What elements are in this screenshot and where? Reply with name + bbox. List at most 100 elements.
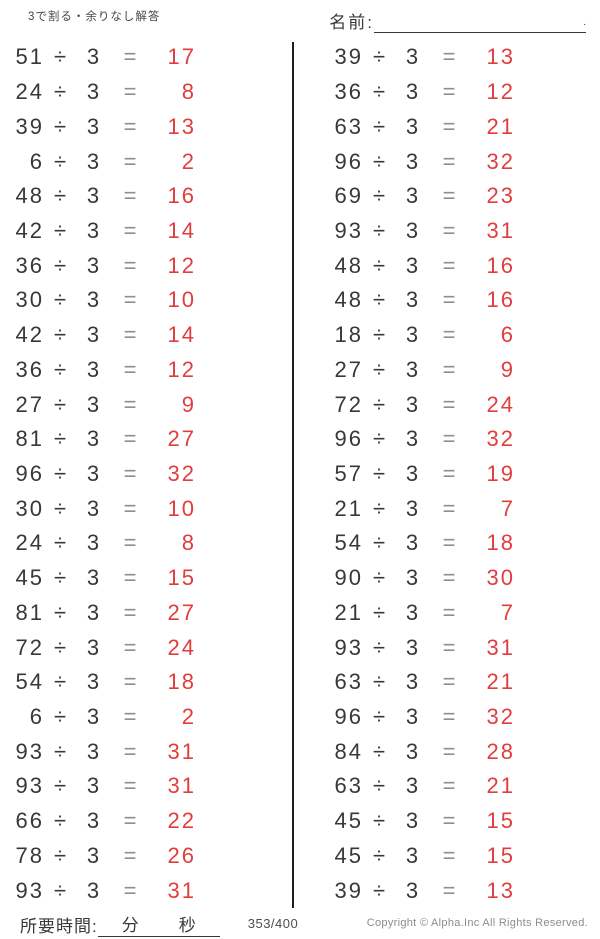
- dividend: 36: [15, 356, 44, 382]
- answer: 24: [167, 634, 196, 660]
- problem-row: 30 ÷ 3 = 10: [6, 283, 293, 318]
- page-indicator: 353/400: [247, 916, 299, 931]
- equals-sign: =: [123, 252, 139, 278]
- divisor: 3: [86, 704, 102, 730]
- divisor: 3: [405, 704, 421, 730]
- equals-sign: =: [123, 44, 139, 70]
- divide-operator: ÷: [372, 634, 388, 660]
- divide-operator: ÷: [53, 773, 69, 799]
- problem-row: 63 ÷ 3 = 21: [325, 769, 600, 804]
- divide-operator: ÷: [53, 460, 69, 486]
- divisor: 3: [405, 426, 421, 452]
- divide-operator: ÷: [372, 877, 388, 903]
- equals-sign: =: [442, 79, 458, 105]
- divide-operator: ÷: [372, 530, 388, 556]
- dividend: 27: [334, 356, 363, 382]
- problem-row: 69 ÷ 3 = 23: [325, 179, 600, 214]
- seconds-label: 秒: [178, 916, 196, 935]
- problem-row: 72 ÷ 3 = 24: [6, 630, 293, 665]
- equals-sign: =: [442, 599, 458, 625]
- divide-operator: ÷: [372, 391, 388, 417]
- equals-sign: =: [442, 460, 458, 486]
- divide-operator: ÷: [53, 287, 69, 313]
- dividend: 45: [334, 808, 363, 834]
- divisor: 3: [405, 79, 421, 105]
- dividend: 24: [15, 79, 44, 105]
- answer: 32: [486, 704, 515, 730]
- dividend: 45: [334, 842, 363, 868]
- dividend: 96: [334, 704, 363, 730]
- answer: 14: [167, 217, 196, 243]
- problem-row: 24 ÷ 3 = 8: [6, 526, 293, 561]
- divide-operator: ÷: [53, 495, 69, 521]
- answer: 2: [181, 148, 196, 174]
- problems-column-left: 51 ÷ 3 = 17 24 ÷ 3 = 8 39 ÷ 3 = 13 6 ÷ 3 = 2 48 ÷ 3 = 16 42 ÷ 3 = 14 3…: [0, 40, 293, 908]
- problem-row: 18 ÷ 3 = 6: [325, 318, 600, 353]
- equals-sign: =: [123, 634, 139, 660]
- answer: 12: [486, 79, 515, 105]
- answer: 27: [167, 426, 196, 452]
- divisor: 3: [405, 877, 421, 903]
- dividend: 81: [15, 426, 44, 452]
- time-label: 所要時間:: [20, 917, 98, 936]
- problem-row: 66 ÷ 3 = 22: [6, 804, 293, 839]
- divide-operator: ÷: [53, 565, 69, 591]
- answer: 6: [500, 322, 515, 348]
- divisor: 3: [86, 79, 102, 105]
- name-field: 名前:.: [329, 8, 600, 33]
- dividend: 96: [334, 426, 363, 452]
- dividend: 6: [29, 704, 44, 730]
- equals-sign: =: [442, 669, 458, 695]
- equals-sign: =: [442, 530, 458, 556]
- problem-row: 96 ÷ 3 = 32: [325, 144, 600, 179]
- divisor: 3: [86, 113, 102, 139]
- divide-operator: ÷: [372, 113, 388, 139]
- dividend: 93: [15, 877, 44, 903]
- divide-operator: ÷: [372, 565, 388, 591]
- copyright: Copyright © Alpha.Inc All Rights Reserve…: [366, 917, 588, 929]
- equals-sign: =: [123, 79, 139, 105]
- dividend: 63: [334, 669, 363, 695]
- problem-row: 54 ÷ 3 = 18: [6, 665, 293, 700]
- equals-sign: =: [442, 356, 458, 382]
- divisor: 3: [86, 530, 102, 556]
- dividend: 66: [15, 808, 44, 834]
- problem-row: 54 ÷ 3 = 18: [325, 526, 600, 561]
- problem-row: 72 ÷ 3 = 24: [325, 387, 600, 422]
- dividend: 81: [15, 599, 44, 625]
- divide-operator: ÷: [53, 634, 69, 660]
- answer: 21: [486, 669, 515, 695]
- equals-sign: =: [442, 704, 458, 730]
- dividend: 42: [15, 217, 44, 243]
- dividend: 36: [334, 79, 363, 105]
- dividend: 48: [15, 183, 44, 209]
- divisor: 3: [86, 148, 102, 174]
- answer: 16: [486, 287, 515, 313]
- divide-operator: ÷: [372, 322, 388, 348]
- dividend: 36: [15, 252, 44, 278]
- divide-operator: ÷: [53, 426, 69, 452]
- divisor: 3: [86, 460, 102, 486]
- divide-operator: ÷: [53, 808, 69, 834]
- equals-sign: =: [442, 391, 458, 417]
- answer: 28: [486, 738, 515, 764]
- equals-sign: =: [123, 287, 139, 313]
- divisor: 3: [405, 808, 421, 834]
- answer: 8: [181, 530, 196, 556]
- equals-sign: =: [123, 426, 139, 452]
- equals-sign: =: [123, 530, 139, 556]
- problem-row: 93 ÷ 3 = 31: [6, 769, 293, 804]
- divisor: 3: [405, 113, 421, 139]
- divide-operator: ÷: [53, 322, 69, 348]
- equals-sign: =: [442, 148, 458, 174]
- dividend: 30: [15, 495, 44, 521]
- divisor: 3: [86, 773, 102, 799]
- equals-sign: =: [442, 426, 458, 452]
- divisor: 3: [86, 356, 102, 382]
- divide-operator: ÷: [372, 148, 388, 174]
- dividend: 42: [15, 322, 44, 348]
- answer: 26: [167, 842, 196, 868]
- worksheet-footer: 所要時間: 分秒 353/400 Copyright © Alpha.Inc Al…: [0, 908, 600, 939]
- divide-operator: ÷: [53, 252, 69, 278]
- equals-sign: =: [123, 669, 139, 695]
